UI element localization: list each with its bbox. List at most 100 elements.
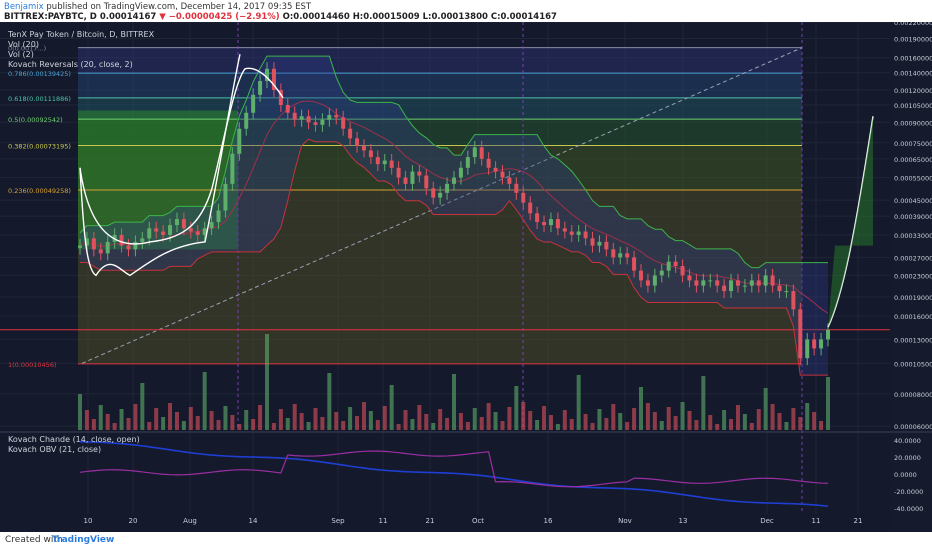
chande-line [79,440,829,507]
volume-bar [98,405,103,430]
volume-bar [202,372,207,430]
candle-body [140,238,145,242]
volume-bar [361,402,366,430]
volume-bar [445,418,450,430]
volume-bar [271,423,276,430]
fib-zone [78,47,802,74]
volume-bar [424,414,429,430]
volume-bar [763,388,768,430]
candle-body [188,228,193,232]
candle-body [500,171,505,178]
price-chart[interactable]: 0.00220000 0.00190000 0.00160000 0.00140000… [0,22,932,532]
fib-level-label: 0(0.0017...) [8,45,46,53]
volume-bar [819,421,824,430]
fib-level-label: 0.618(0.00111886) [8,95,71,103]
volume-bar [126,418,131,430]
reversal-curve [79,67,284,245]
volume-bar [119,409,124,430]
volume-bar [403,410,408,430]
volume-bar [742,414,747,430]
volume-bar [147,422,152,430]
price-tick-label: 0.00090000 [894,119,932,127]
volume-bar [777,413,782,430]
candle-body [355,138,360,146]
candle-body [770,275,775,286]
volume-bar [396,424,401,430]
candle-body [604,241,609,250]
candle-body [458,167,463,178]
candle-body [341,117,346,129]
volume-bar [486,403,491,430]
candle-body [431,188,436,198]
volume-bar [618,413,623,430]
tradingview-logo[interactable]: TradingView [52,535,115,545]
volume-bar [278,409,283,430]
volume-bar [223,406,228,430]
volume-bar [694,420,699,430]
candle-body [680,266,685,276]
candle-body [265,68,269,82]
candle-body [548,219,553,226]
volume-bar [645,403,650,430]
volume-bar [749,423,754,430]
volume-bar [708,415,713,430]
osc-tick-label: 40.0000 [894,437,921,445]
volume-bar [611,404,616,430]
candle-body [174,219,179,226]
fib-level-label: 0.5(0.00092542) [8,116,63,124]
volume-bar [791,408,796,430]
volume-bar [306,422,311,430]
candle-body [722,285,727,292]
price-tick-label: 0.00105000 [894,102,932,110]
candle-body [91,238,96,250]
candle-body [375,157,380,165]
candle-body [535,213,540,223]
candle-body [452,177,456,184]
volume-bar [652,412,657,430]
candle-body [278,90,283,106]
volume-bar [209,411,214,430]
osc-tick-label: 0.0000 [894,471,917,479]
volume-bar [195,416,200,430]
volume-bar [410,419,415,430]
author-link[interactable]: Benjamix [4,2,44,12]
price-tick-label: 0.00055000 [894,175,932,183]
candle-body [826,329,830,340]
candle-body [742,285,747,287]
volume-bar [78,394,82,430]
price-change: ▼ −0.00000425 (−2.91%) [159,12,280,22]
volume-bar [105,414,110,430]
candle-body [611,249,616,258]
volume-bar [666,407,671,430]
candle-body [98,249,103,254]
volume-bar [659,421,664,430]
time-tick-label: Oct [472,517,484,525]
candle-body [348,128,353,139]
candle-body [244,112,249,129]
candle-body [798,309,803,359]
candle-body [652,275,657,286]
candle-body [320,119,325,125]
publish-info: published on TradingView.com, December 1… [46,2,312,12]
candle-body [251,94,256,113]
volume-bar [756,409,761,430]
volume-bar [285,418,290,430]
candle-body [597,241,602,246]
volume-bar [604,418,609,430]
candle-body [562,228,567,232]
legend-vol2: Vol (2) [8,50,34,59]
fib-level-label: 0.786(0.00139425) [8,70,71,78]
price-tick-label: 0.00016000 [894,313,932,321]
candle-body [403,177,408,184]
volume-bar [313,408,318,430]
volume-bar [237,424,242,430]
candle-body [216,210,221,223]
candle-body [202,228,207,235]
volume-bar [299,413,304,430]
candle-body [542,222,547,226]
trend-line [81,47,803,364]
time-tick-label: 14 [249,517,258,525]
candle-body [521,192,526,203]
price-tick-label: 0.00008000 [894,391,932,399]
price-tick-label: 0.00190000 [894,35,932,43]
